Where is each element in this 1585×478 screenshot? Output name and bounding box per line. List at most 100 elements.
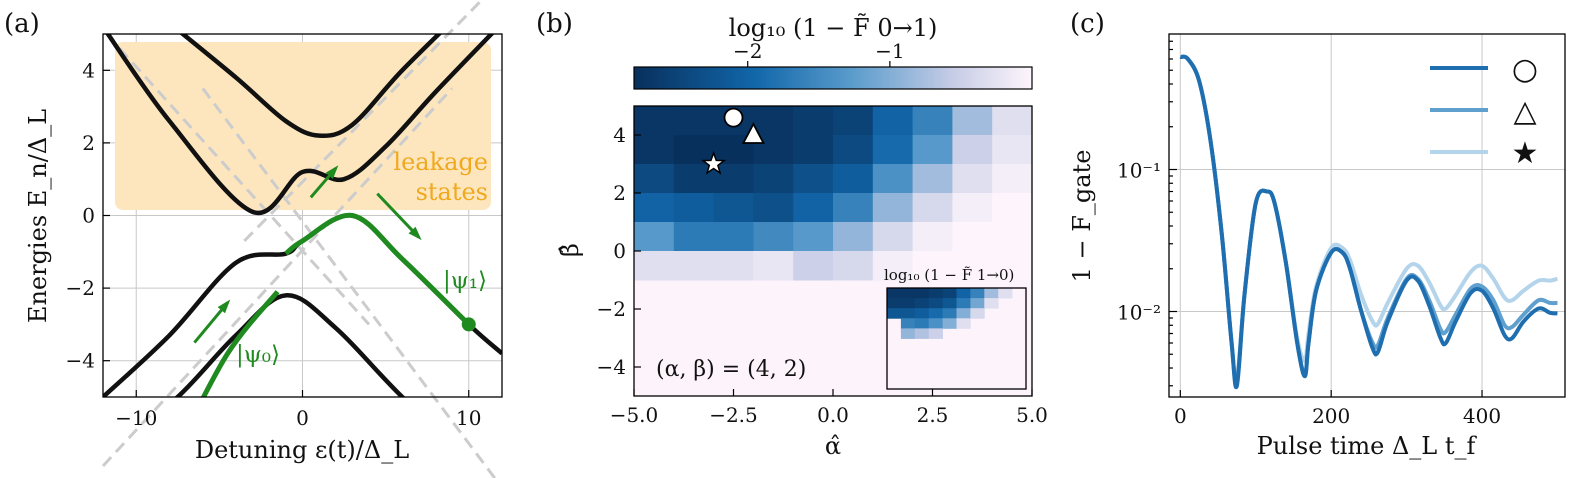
inset-label: log₁₀ (1 − F̃ 1→0)	[884, 266, 1014, 284]
a-ytick-label-4: 4	[82, 58, 95, 82]
b-ytick-label-3: 2	[613, 181, 626, 205]
heatmap-cell-4-2	[713, 222, 754, 252]
b-xtick-label-3: 2.5	[917, 403, 949, 427]
inset-cell-2-2	[914, 308, 930, 319]
psi1-label: |ψ₁⟩	[443, 268, 487, 294]
a-ytick-label-1: −2	[66, 276, 95, 300]
panel-a-ylabel: Energies E_n/Δ_L	[24, 109, 52, 323]
heatmap-cell-2-8	[952, 164, 993, 194]
inset-cell-2-0	[887, 308, 902, 319]
b-ytick-label-2: 0	[613, 239, 626, 263]
adiabatic-path	[193, 165, 476, 397]
panel-b: (b) log₁₀ (1 − F̃ 0→1) −2 −1 (α, β) = (4,…	[536, 9, 1048, 460]
heatmap-cell-0-4	[793, 106, 834, 136]
b-xtick-label-4: 5.0	[1016, 403, 1048, 427]
heatmap-cell-5-6	[872, 251, 914, 281]
panel-c-xlabel: Pulse time Δ_L t_f	[1257, 432, 1478, 460]
a-xtick-label-0: −10	[115, 406, 157, 430]
heatmap-cell-4-7	[912, 222, 953, 252]
diabatic-line-1	[201, 87, 497, 478]
inset-cell-1-0	[887, 298, 902, 309]
heatmap-cell-2-0	[634, 164, 675, 194]
heatmap-cell-4-9	[992, 222, 1033, 252]
inset-cell-2-1	[900, 308, 916, 319]
heatmap-cell-2-3	[753, 164, 794, 194]
heatmap-cell-4-0	[634, 222, 675, 252]
inset-cell-1-4	[942, 298, 957, 309]
panel-b-ticks: −5.0 −2.5 0.0 2.5 5.0 −4 −2 0 2 4	[597, 123, 1048, 427]
heatmap-cell-1-5	[833, 135, 874, 165]
b-xtick-label-0: −5.0	[610, 403, 659, 427]
heatmap-cell-4-1	[673, 222, 715, 252]
heatmap-cell-3-0	[634, 193, 675, 223]
heatmap-cell-3-2	[713, 193, 754, 223]
inset-cell-2-6	[970, 308, 985, 319]
b-ytick-label-1: −2	[597, 297, 626, 321]
colorbar-ticks: −2 −1	[733, 39, 905, 67]
heatmap-cell-5-5	[833, 251, 874, 281]
panel-a-label: (a)	[4, 9, 40, 39]
inset-cell-4-1	[900, 328, 916, 339]
c-ytick-label-0: 10⁻¹	[1117, 159, 1161, 183]
energy-level-3	[179, 34, 443, 139]
path-lower-segment	[200, 290, 280, 397]
inset-cell-0-1	[900, 288, 916, 299]
heatmap-cell-5-1	[673, 251, 715, 281]
heatmap-cell-2-9	[992, 164, 1033, 194]
heatmap-cell-0-1	[673, 106, 715, 136]
legend-marker-2: ★	[1512, 136, 1539, 171]
c-ytick-label-1: 10⁻²	[1117, 301, 1161, 325]
heatmap-cell-5-4	[793, 251, 834, 281]
heatmap-cell-4-5	[833, 222, 874, 252]
heatmap-cell-1-1	[673, 135, 715, 165]
heatmap-cells	[634, 106, 1033, 281]
colorbar-tick-label-0: −2	[733, 39, 762, 63]
colorbar	[633, 66, 1033, 90]
heatmap-cell-3-7	[912, 193, 953, 223]
a-xtick-label-2: 10	[456, 406, 481, 430]
panel-b-xlabel: α̂	[825, 432, 841, 460]
heatmap-cell-1-7	[912, 135, 953, 165]
heatmap-cell-0-8	[952, 106, 993, 136]
a-ytick-label-0: −4	[66, 349, 95, 373]
colorbar-tick-label-1: −1	[875, 39, 904, 63]
inset-cell-1-7	[984, 298, 999, 309]
energy-level-2	[105, 34, 495, 216]
heatmap-cell-2-1	[673, 164, 715, 194]
a-ytick-label-2: 0	[82, 204, 95, 228]
inset-cell-3-1	[900, 318, 916, 329]
series-line-circle	[1179, 54, 1558, 390]
heatmap-cell-0-7	[912, 106, 953, 136]
panel-a-ticks: −10 0 10 −4 −2 0 2 4	[66, 58, 482, 430]
heatmap-cell-0-9	[992, 106, 1033, 136]
heatmap-cell-3-4	[793, 193, 834, 223]
heatmap-cell-1-4	[793, 135, 834, 165]
inset-frame	[886, 287, 1027, 390]
panel-c-frame	[1168, 33, 1566, 398]
diabatic-line-3	[243, 0, 484, 242]
heatmap-cell-1-9	[992, 135, 1033, 165]
path-endpoint	[461, 317, 476, 332]
inset-cell-0-3	[928, 288, 943, 299]
path-arrow-2	[376, 192, 420, 239]
inset-cell-3-5	[956, 318, 971, 329]
inset-cell-2-3	[928, 308, 943, 319]
colorbar-label: log₁₀ (1 − F̃ 0→1)	[729, 14, 938, 42]
path-arrowhead-0	[217, 299, 231, 314]
heatmap-cell-0-3	[753, 106, 794, 136]
leakage-label-line1: leakage	[393, 148, 488, 176]
heatmap-cell-5-2	[713, 251, 754, 281]
inset-cell-0-7	[984, 288, 999, 299]
b-xtick-label-1: −2.5	[709, 403, 758, 427]
inset-cell-0-8	[998, 288, 1013, 299]
panel-c: (c) ○ △ ★ 0 200 400 10⁻¹ 10⁻² 1 − F_gate Pulse…	[1068, 9, 1566, 460]
panel-b-ylabel: β̂	[556, 243, 584, 257]
inset-cell-1-3	[928, 298, 943, 309]
a-xtick-label-1: 0	[296, 406, 309, 430]
heatmap-cell-1-8	[952, 135, 993, 165]
c-xtick-label-2: 400	[1463, 404, 1501, 428]
inset-cell-2-5	[956, 308, 971, 319]
path-upper-segment	[284, 212, 471, 327]
c-xtick-label-1: 200	[1312, 404, 1350, 428]
diabatic-line-2	[118, 47, 371, 326]
